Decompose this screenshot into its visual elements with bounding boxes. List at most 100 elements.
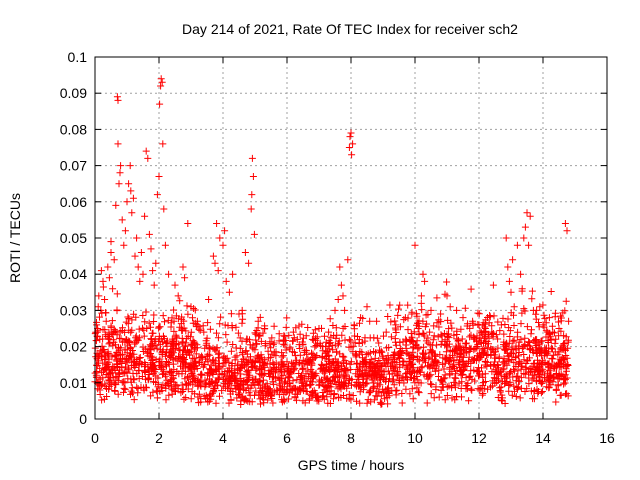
data-point [157, 335, 165, 343]
data-point [174, 357, 182, 365]
data-point [409, 395, 417, 403]
data-point [515, 377, 523, 385]
data-point [146, 352, 154, 360]
data-point [411, 241, 419, 249]
data-point [159, 370, 166, 378]
data-point [494, 318, 502, 326]
data-point [243, 371, 251, 379]
data-point [158, 349, 166, 357]
data-point [515, 359, 523, 367]
data-point [417, 364, 425, 372]
data-point [283, 358, 291, 366]
data-point [115, 373, 123, 380]
data-point [509, 337, 517, 345]
data-point [341, 336, 349, 344]
data-point [494, 367, 502, 375]
data-point [400, 358, 408, 366]
data-point [427, 390, 435, 398]
data-point [95, 380, 103, 388]
data-point [406, 357, 414, 365]
data-point [504, 263, 512, 271]
data-point [224, 367, 232, 375]
data-point [178, 313, 186, 321]
data-point [562, 297, 570, 305]
data-point [455, 336, 462, 344]
data-point [120, 388, 127, 396]
data-point [179, 338, 187, 346]
data-point [202, 391, 210, 399]
data-point [291, 390, 299, 398]
data-point [337, 281, 345, 289]
data-point [443, 383, 451, 391]
data-point [102, 363, 110, 371]
data-point [189, 381, 197, 389]
data-point [561, 220, 569, 227]
data-point [437, 340, 445, 348]
data-point [181, 274, 189, 282]
data-point [429, 361, 437, 369]
data-point [181, 375, 189, 383]
data-point [532, 315, 540, 323]
data-point [330, 332, 338, 339]
data-point [212, 377, 220, 385]
data-point [517, 270, 525, 278]
data-point [501, 373, 509, 381]
data-point [102, 309, 110, 317]
data-point [340, 392, 347, 399]
data-point [311, 326, 319, 334]
data-point [384, 400, 392, 408]
data-point [161, 352, 169, 360]
data-point [501, 379, 509, 387]
data-point [520, 370, 528, 377]
data-point [213, 220, 221, 227]
data-point [203, 334, 211, 342]
data-point [521, 388, 529, 395]
data-point [402, 385, 410, 393]
data-point [180, 395, 188, 403]
data-point [156, 323, 164, 331]
data-point [254, 317, 262, 325]
data-point [133, 360, 141, 368]
x-tick-label: 6 [283, 430, 291, 446]
data-point [514, 328, 522, 336]
data-point [409, 337, 417, 345]
data-point [463, 359, 471, 367]
data-point [517, 374, 525, 382]
data-point [192, 359, 199, 367]
data-point [348, 381, 355, 389]
data-point [503, 349, 511, 357]
data-point [192, 350, 200, 358]
data-point [313, 333, 321, 341]
data-point [508, 391, 516, 399]
data-point [520, 234, 528, 242]
data-point [190, 375, 198, 382]
data-point [391, 317, 399, 325]
data-point [277, 358, 285, 366]
data-point [474, 321, 482, 328]
data-point [359, 314, 367, 322]
data-point [253, 378, 261, 386]
data-point [327, 365, 335, 373]
data-point [561, 307, 569, 315]
data-point [525, 241, 533, 249]
data-point [340, 353, 348, 361]
data-point [270, 380, 278, 388]
data-point [265, 354, 273, 362]
data-point [346, 133, 354, 141]
data-point [161, 318, 168, 326]
data-point [205, 296, 213, 303]
data-point [167, 383, 175, 391]
data-point [448, 324, 456, 332]
data-point [256, 331, 264, 339]
data-point [104, 351, 112, 359]
data-point [385, 344, 393, 351]
data-point [163, 337, 171, 345]
data-point [259, 371, 267, 379]
data-point [296, 345, 304, 352]
data-point [273, 365, 281, 373]
data-point [256, 389, 264, 397]
data-point [446, 371, 454, 379]
x-tick-label: 12 [471, 430, 487, 446]
data-point [170, 327, 178, 335]
data-point [336, 350, 344, 358]
